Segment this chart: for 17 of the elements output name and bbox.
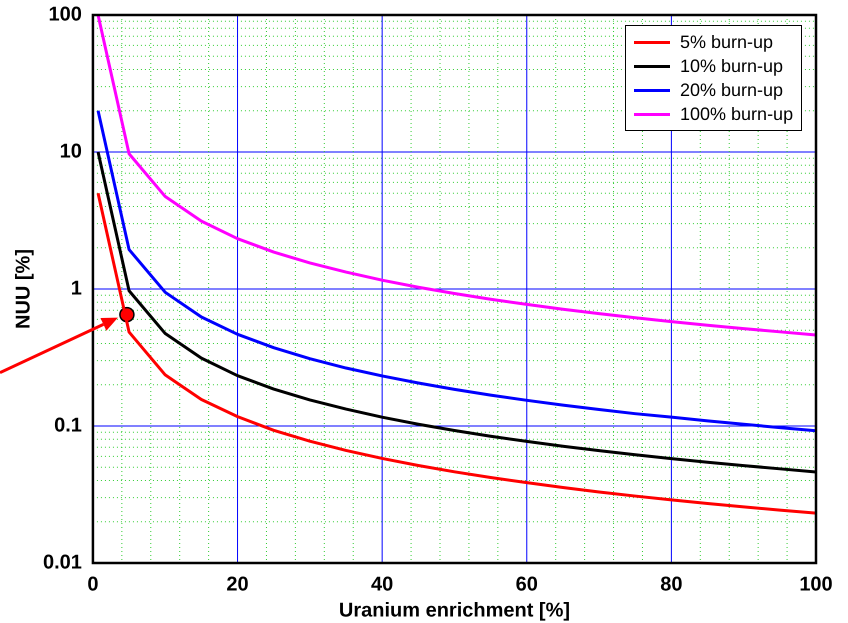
x-tick-label: 100 xyxy=(799,574,833,596)
legend-label: 20% burn-up xyxy=(680,80,784,100)
x-tick-label: 20 xyxy=(226,574,249,596)
x-tick-label: 60 xyxy=(516,574,538,596)
legend-label: 10% burn-up xyxy=(680,56,784,76)
legend-label: 100% burn-up xyxy=(680,104,794,124)
y-tick-label: 0.01 xyxy=(42,552,82,574)
y-tick-label: 100 xyxy=(48,4,82,26)
y-tick-label: 0.1 xyxy=(54,414,82,437)
y-tick-label: 1 xyxy=(70,278,82,300)
x-tick-label: 80 xyxy=(660,574,683,596)
legend-label: 5% burn-up xyxy=(680,32,774,52)
x-tick-label: 40 xyxy=(371,574,394,596)
x-axis-title: Uranium enrichment [%] xyxy=(338,600,570,622)
y-tick-label: 10 xyxy=(60,140,82,163)
y-axis-title: NUU [%] xyxy=(12,249,35,329)
x-tick-label: 0 xyxy=(87,574,98,596)
